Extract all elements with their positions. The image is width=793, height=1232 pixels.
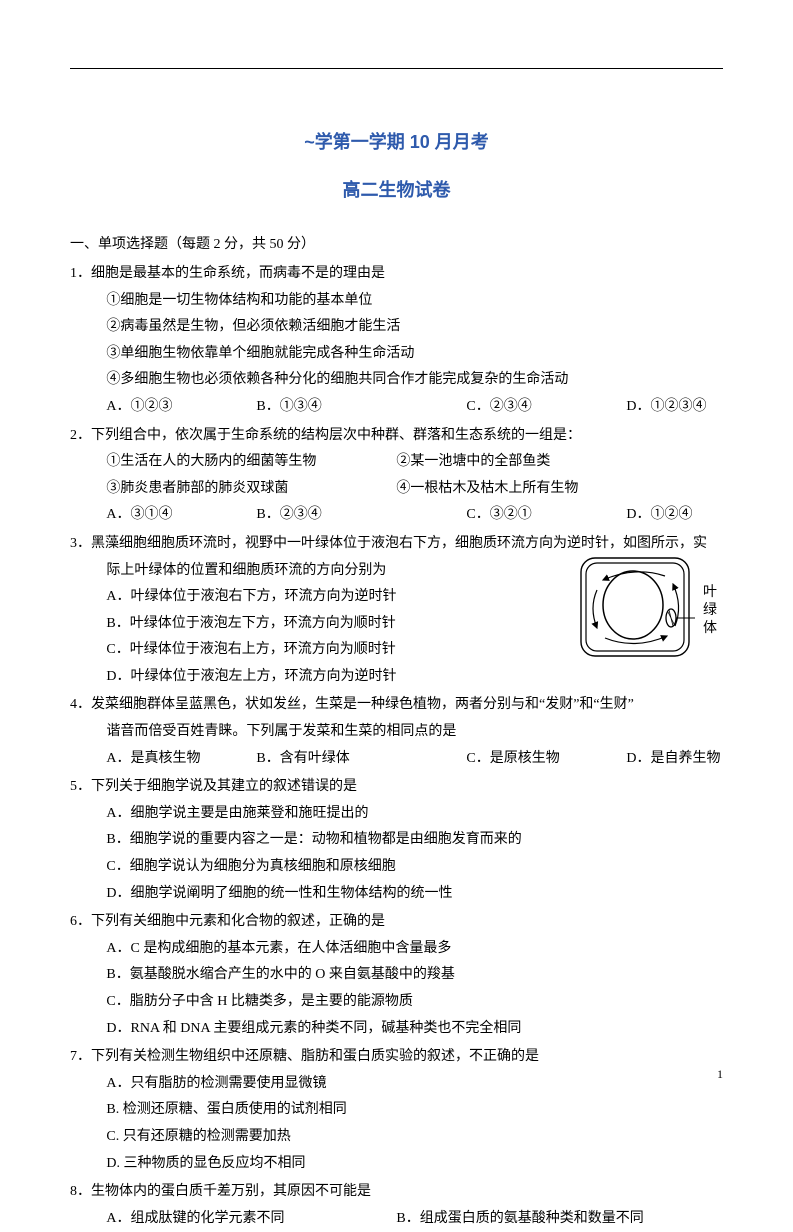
- cell-diagram: 叶 绿 体: [575, 552, 725, 662]
- q1-opt-c: C．②③④: [466, 394, 626, 421]
- page-number: 1: [717, 1063, 723, 1086]
- question-6: 6．下列有关细胞中元素和化合物的叙述，正确的是 A．C 是构成细胞的基本元素，在…: [70, 909, 723, 1042]
- q7-stem: 7．下列有关检测生物组织中还原糖、脂肪和蛋白质实验的叙述，不正确的是: [70, 1044, 723, 1071]
- question-7: 7．下列有关检测生物组织中还原糖、脂肪和蛋白质实验的叙述，不正确的是 A．只有脂…: [70, 1044, 723, 1177]
- q2-opt-c: C．③②①: [466, 502, 626, 529]
- question-5: 5．下列关于细胞学说及其建立的叙述错误的是 A．细胞学说主要是由施莱登和施旺提出…: [70, 774, 723, 907]
- q2-options: A．③①④ B．②③④ C．③②① D．①②④: [70, 502, 723, 529]
- q6-opt-c: C．脂肪分子中含 H 比糖类多，是主要的能源物质: [70, 989, 723, 1016]
- q4-stem: 4．发菜细胞群体呈蓝黑色，状如发丝，生菜是一种绿色植物，两者分别与和“发财”和“…: [70, 692, 723, 719]
- q5-opt-d: D．细胞学说阐明了细胞的统一性和生物体结构的统一性: [70, 881, 723, 908]
- top-horizontal-rule: [70, 68, 723, 69]
- q2-item2: ②某一池塘中的全部鱼类: [396, 449, 723, 476]
- q2-opt-d: D．①②④: [626, 502, 723, 529]
- question-8: 8．生物体内的蛋白质千差万别，其原因不可能是 A．组成肽键的化学元素不同 B．组…: [70, 1179, 723, 1232]
- q8-opt-a: A．组成肽键的化学元素不同: [106, 1206, 396, 1232]
- q5-opt-a: A．细胞学说主要是由施莱登和施旺提出的: [70, 801, 723, 828]
- q4-opt-d: D．是自养生物: [626, 746, 723, 773]
- q2-row2: ③肺炎患者肺部的肺炎双球菌 ④一根枯木及枯木上所有生物: [70, 476, 723, 503]
- q1-opt-b: B．①③④: [256, 394, 466, 421]
- q7-opt-d: D. 三种物质的显色反应均不相同: [70, 1151, 723, 1178]
- question-2: 2．下列组合中，依次属于生命系统的结构层次中种群、群落和生态系统的一组是： ①生…: [70, 423, 723, 529]
- diagram-label-2: 绿: [703, 602, 717, 618]
- q6-opt-d: D．RNA 和 DNA 主要组成元素的种类不同，碱基种类也不完全相同: [70, 1016, 723, 1043]
- q7-opt-c: C. 只有还原糖的检测需要加热: [70, 1124, 723, 1151]
- q5-stem: 5．下列关于细胞学说及其建立的叙述错误的是: [70, 774, 723, 801]
- q1-line2: ②病毒虽然是生物，但必须依赖活细胞才能生活: [70, 314, 723, 341]
- q1-line1: ①细胞是一切生物体结构和功能的基本单位: [70, 288, 723, 315]
- q2-row1: ①生活在人的大肠内的细菌等生物 ②某一池塘中的全部鱼类: [70, 449, 723, 476]
- q4-opt-b: B．含有叶绿体: [256, 746, 466, 773]
- q6-opt-b: B．氨基酸脱水缩合产生的水中的 O 来自氨基酸中的羧基: [70, 962, 723, 989]
- q1-stem: 1．细胞是最基本的生命系统，而病毒不是的理由是: [70, 261, 723, 288]
- q1-opt-d: D．①②③④: [626, 394, 723, 421]
- section-1-header: 一、单项选择题（每题 2 分，共 50 分）: [70, 232, 723, 259]
- question-4: 4．发菜细胞群体呈蓝黑色，状如发丝，生菜是一种绿色植物，两者分别与和“发财”和“…: [70, 692, 723, 772]
- q4-opt-c: C．是原核生物: [466, 746, 626, 773]
- q3-opt-d: D．叶绿体位于液泡左上方，环流方向为逆时针: [70, 664, 723, 691]
- q5-opt-b: B．细胞学说的重要内容之一是：动物和植物都是由细胞发育而来的: [70, 827, 723, 854]
- q2-item3: ③肺炎患者肺部的肺炎双球菌: [106, 476, 396, 503]
- q4-stem2: 谐音而倍受百姓青睐。下列属于发菜和生菜的相同点的是: [70, 719, 723, 746]
- q1-options: A．①②③ B．①③④ C．②③④ D．①②③④: [70, 394, 723, 421]
- q2-item1: ①生活在人的大肠内的细菌等生物: [106, 449, 396, 476]
- q7-opt-b: B. 检测还原糖、蛋白质使用的试剂相同: [70, 1097, 723, 1124]
- title-sub: 高二生物试卷: [70, 173, 723, 207]
- cell-diagram-svg: 叶 绿 体: [575, 552, 725, 662]
- q2-stem: 2．下列组合中，依次属于生命系统的结构层次中种群、群落和生态系统的一组是：: [70, 423, 723, 450]
- q6-opt-a: A．C 是构成细胞的基本元素，在人体活细胞中含量最多: [70, 936, 723, 963]
- diagram-label-3: 体: [703, 620, 717, 636]
- q8-opt-b: B．组成蛋白质的氨基酸种类和数量不同: [396, 1206, 723, 1232]
- q1-opt-a: A．①②③: [106, 394, 256, 421]
- diagram-label-1: 叶: [703, 584, 717, 600]
- q4-options: A．是真核生物 B．含有叶绿体 C．是原核生物 D．是自养生物: [70, 746, 723, 773]
- q8-stem: 8．生物体内的蛋白质千差万别，其原因不可能是: [70, 1179, 723, 1206]
- title-main: ~学第一学期 10 月月考: [70, 125, 723, 159]
- question-1: 1．细胞是最基本的生命系统，而病毒不是的理由是 ①细胞是一切生物体结构和功能的基…: [70, 261, 723, 421]
- title-block: ~学第一学期 10 月月考 高二生物试卷: [70, 125, 723, 207]
- q5-opt-c: C．细胞学说认为细胞分为真核细胞和原核细胞: [70, 854, 723, 881]
- q1-line4: ④多细胞生物也必须依赖各种分化的细胞共同合作才能完成复杂的生命活动: [70, 367, 723, 394]
- q2-opt-a: A．③①④: [106, 502, 256, 529]
- q2-item4: ④一根枯木及枯木上所有生物: [396, 476, 723, 503]
- q6-stem: 6．下列有关细胞中元素和化合物的叙述，正确的是: [70, 909, 723, 936]
- q7-opt-a: A．只有脂肪的检测需要使用显微镜: [70, 1071, 723, 1098]
- q8-options: A．组成肽键的化学元素不同 B．组成蛋白质的氨基酸种类和数量不同: [70, 1206, 723, 1232]
- q4-opt-a: A．是真核生物: [106, 746, 256, 773]
- q2-opt-b: B．②③④: [256, 502, 466, 529]
- q1-line3: ③单细胞生物依靠单个细胞就能完成各种生命活动: [70, 341, 723, 368]
